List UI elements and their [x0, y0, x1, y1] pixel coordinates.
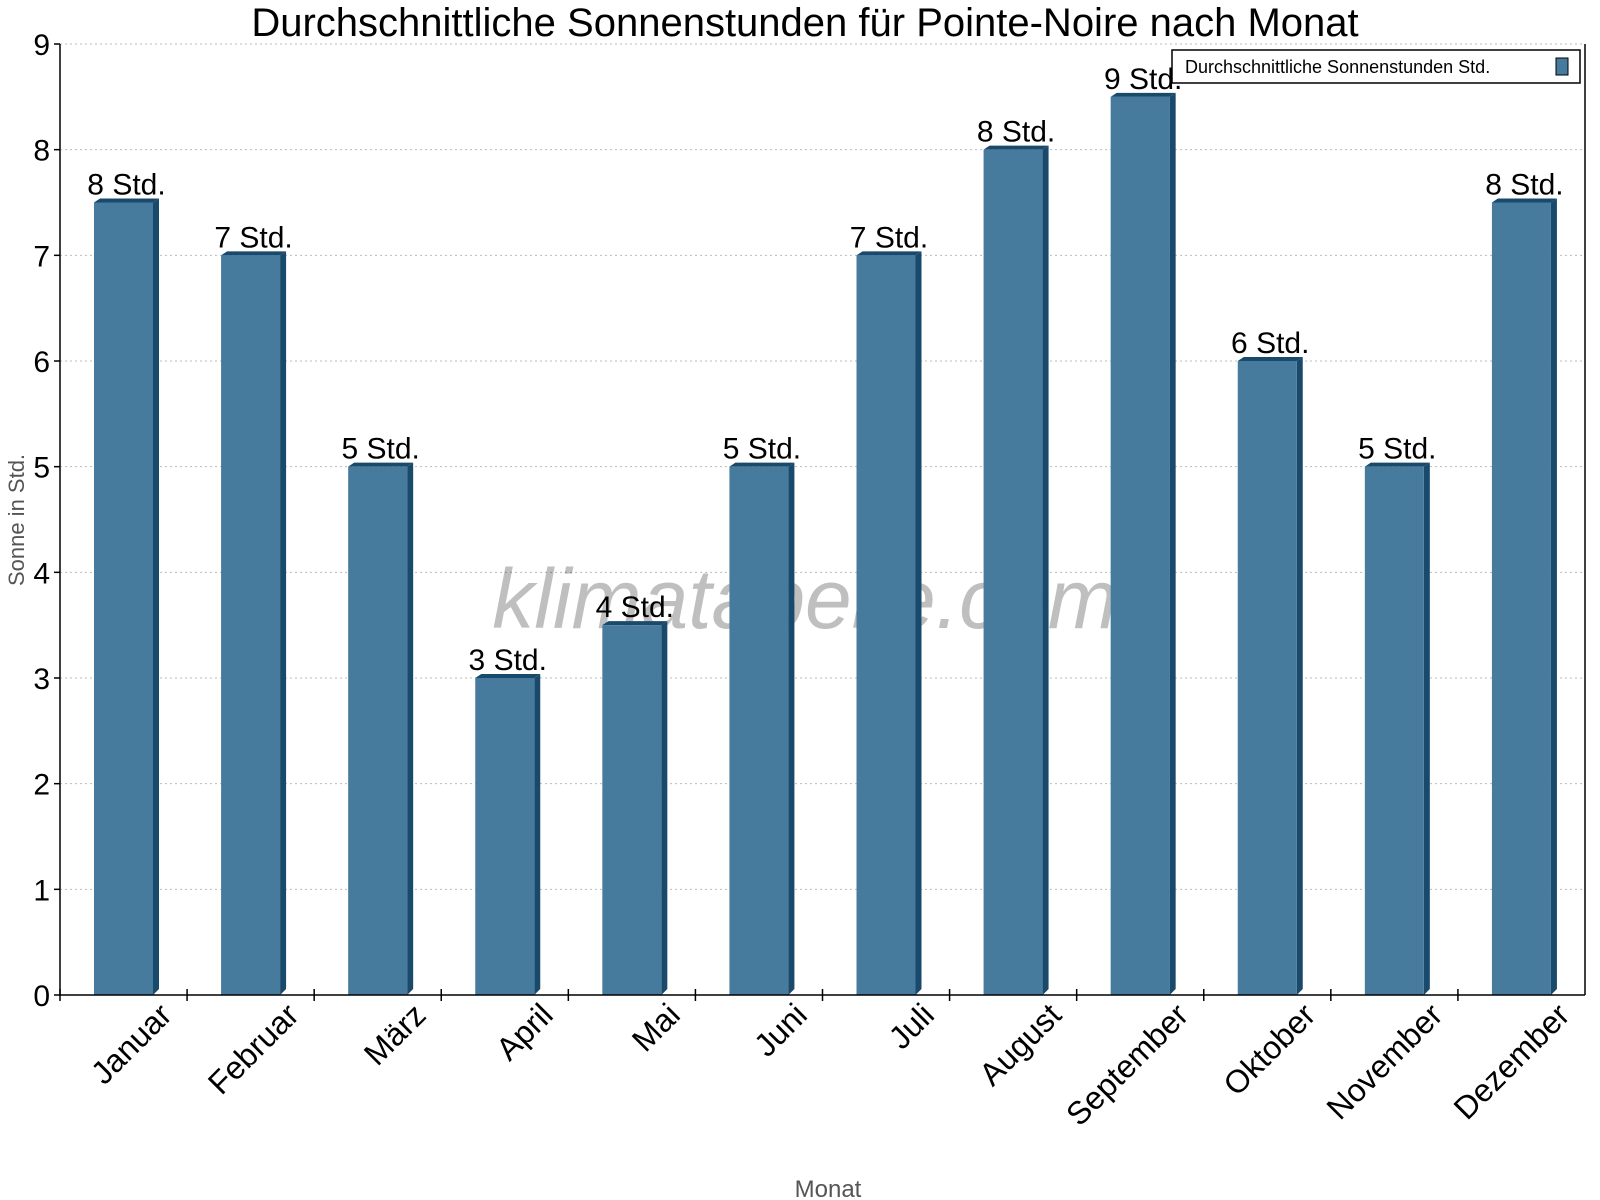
data-label: 8 Std.	[87, 169, 165, 202]
data-label: 7 Std.	[214, 221, 292, 254]
x-tick-label: Mai	[625, 996, 687, 1058]
x-tick-label: Februar	[201, 996, 306, 1101]
x-tick-label: November	[1319, 996, 1449, 1126]
data-label: 5 Std.	[723, 433, 801, 466]
bar-side	[1423, 462, 1430, 996]
x-tick-label: Juli	[882, 996, 941, 1055]
data-label: 7 Std.	[850, 221, 928, 254]
data-label: 4 Std.	[596, 591, 674, 624]
y-tick-label: 9	[33, 29, 50, 62]
bar-side	[1296, 357, 1303, 995]
x-tick-label: Dezember	[1447, 996, 1577, 1126]
x-tick-label: August	[972, 996, 1068, 1092]
chart-title: Durchschnittliche Sonnenstunden für Poin…	[251, 1, 1358, 45]
bar-top	[1110, 92, 1176, 97]
y-tick-label: 6	[33, 346, 50, 379]
bar-side	[1042, 145, 1049, 995]
bar-top	[1491, 198, 1557, 203]
bar-top	[1237, 357, 1303, 361]
bar-top	[1364, 462, 1430, 467]
bar	[602, 625, 662, 995]
legend-swatch	[1555, 57, 1569, 76]
bar-side	[280, 251, 287, 996]
x-tick-label: Oktober	[1216, 996, 1322, 1102]
x-tick-label: September	[1059, 996, 1195, 1132]
x-tick-label: Juni	[747, 996, 814, 1063]
y-tick-label: 1	[33, 874, 50, 907]
data-label: 9 Std.	[1104, 63, 1182, 96]
bar	[348, 466, 408, 996]
bar	[1237, 361, 1297, 995]
bar-top	[94, 198, 159, 203]
x-tick-label: Januar	[84, 996, 179, 1091]
bar-side	[788, 462, 795, 996]
bar	[94, 202, 153, 995]
y-tick-label: 4	[33, 557, 50, 590]
data-label: 3 Std.	[469, 644, 547, 677]
bar	[475, 678, 535, 995]
data-label: 8 Std.	[977, 116, 1055, 149]
bar	[1491, 202, 1551, 995]
data-label: 6 Std.	[1231, 327, 1309, 360]
data-label: 5 Std.	[1358, 433, 1436, 466]
y-tick-label: 0	[33, 980, 50, 1013]
y-tick-label: 7	[33, 240, 50, 273]
bar-side	[661, 621, 668, 995]
bar-top	[856, 251, 922, 256]
legend: Durchschnittliche Sonnenstunden Std.	[1171, 49, 1581, 84]
y-tick-label: 2	[33, 769, 50, 802]
x-axis-title: Monat	[795, 1176, 862, 1200]
bar-top	[729, 462, 795, 467]
bar	[221, 255, 281, 996]
bar-top	[221, 251, 287, 256]
bar-top	[983, 145, 1049, 150]
bar	[729, 466, 789, 996]
bar	[856, 255, 916, 996]
y-tick-label: 8	[33, 135, 50, 168]
bar-side	[407, 462, 414, 996]
bar-side	[1169, 92, 1176, 996]
bar	[1364, 466, 1424, 996]
bar-top	[475, 674, 541, 678]
y-tick-label: 3	[33, 663, 50, 696]
legend-label: Durchschnittliche Sonnenstunden Std.	[1185, 57, 1490, 77]
data-label: 5 Std.	[341, 433, 419, 466]
x-tick-label: März	[357, 996, 433, 1072]
y-axis-title: Sonne in Std.	[4, 454, 29, 586]
bar-top	[602, 621, 668, 626]
y-tick-label: 5	[33, 452, 50, 485]
bar	[1110, 96, 1170, 996]
bar-top	[348, 462, 414, 467]
bar-side	[915, 251, 922, 996]
x-tick-label: April	[489, 996, 560, 1067]
bar-side	[153, 198, 159, 995]
legend-box	[1171, 49, 1581, 84]
bar	[983, 149, 1043, 995]
data-label: 8 Std.	[1485, 169, 1563, 202]
bar-side	[1550, 198, 1557, 995]
bar-side	[534, 674, 541, 995]
